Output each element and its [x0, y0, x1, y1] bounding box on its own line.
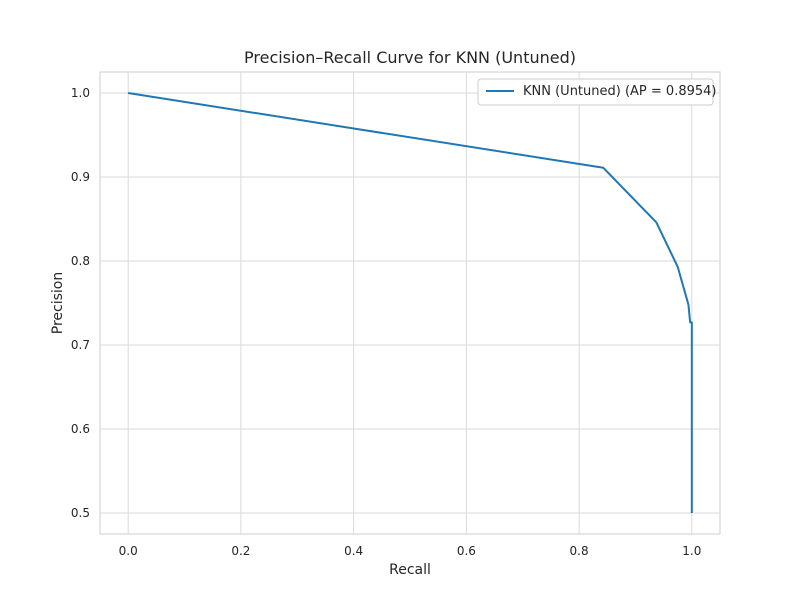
x-tick-label: 0.8 — [570, 544, 589, 558]
y-axis-label: Precision — [50, 272, 66, 334]
y-tick-label: 0.8 — [71, 254, 90, 268]
x-tick-label: 0.4 — [344, 544, 363, 558]
legend-entry: KNN (Untuned) (AP = 0.8954) — [523, 84, 716, 99]
x-tick-label: 0.6 — [457, 544, 476, 558]
y-tick-label: 0.6 — [71, 422, 90, 436]
legend: KNN (Untuned) (AP = 0.8954) — [477, 78, 716, 106]
x-grid — [127, 72, 693, 534]
y-tick-labels: 0.5 0.6 0.7 0.8 0.9 1.0 — [71, 86, 90, 520]
series-layer — [128, 92, 693, 513]
chart-title: Precision–Recall Curve for KNN (Untuned) — [244, 48, 576, 67]
plot-area — [99, 71, 721, 535]
y-tick-label: 0.9 — [71, 170, 90, 184]
x-tick-label: 0.2 — [231, 544, 250, 558]
legend-box — [477, 78, 714, 106]
y-tick-label: 0.5 — [71, 506, 90, 520]
x-tick-label: 1.0 — [682, 544, 701, 558]
pr-curve-line — [128, 92, 693, 513]
x-tick-label: 0.0 — [119, 544, 138, 558]
x-axis-label: Recall — [389, 562, 431, 578]
y-tick-label: 0.7 — [71, 338, 90, 352]
x-tick-labels: 0.0 0.2 0.4 0.6 0.8 1.0 — [119, 544, 702, 558]
y-tick-label: 1.0 — [71, 86, 90, 100]
